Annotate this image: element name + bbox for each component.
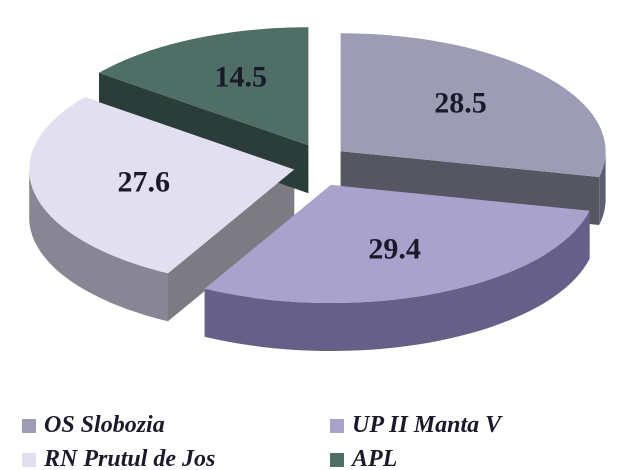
legend-swatch [330,452,344,467]
legend-item: APL [330,446,397,470]
slice-cut [168,169,295,322]
slice [29,97,295,274]
pie-chart: 28.5 29.4 27.6 14.5 [29,27,606,351]
legend-swatch [22,418,36,433]
slice-side [599,151,606,225]
legend-swatch [22,452,36,467]
legend-label: OS Slobozia [44,412,165,438]
slice [204,185,590,303]
slice-side [204,210,590,351]
slice [340,33,606,178]
slice [99,27,309,146]
legend-label: RN Prutul de Jos [44,446,216,470]
legend-item: RN Prutul de Jos [22,446,215,470]
legend-label: UP II Manta V [352,412,502,438]
data-label: 14.5 [215,60,268,93]
slice-side [29,169,169,322]
legend-item: UP II Manta V [330,412,501,439]
data-label: 28.5 [434,86,487,119]
legend-item: OS Slobozia [22,412,165,439]
data-label: 27.6 [118,165,171,198]
legend-label: APL [352,446,398,470]
legend-swatch [330,418,344,433]
data-label: 29.4 [368,232,421,265]
